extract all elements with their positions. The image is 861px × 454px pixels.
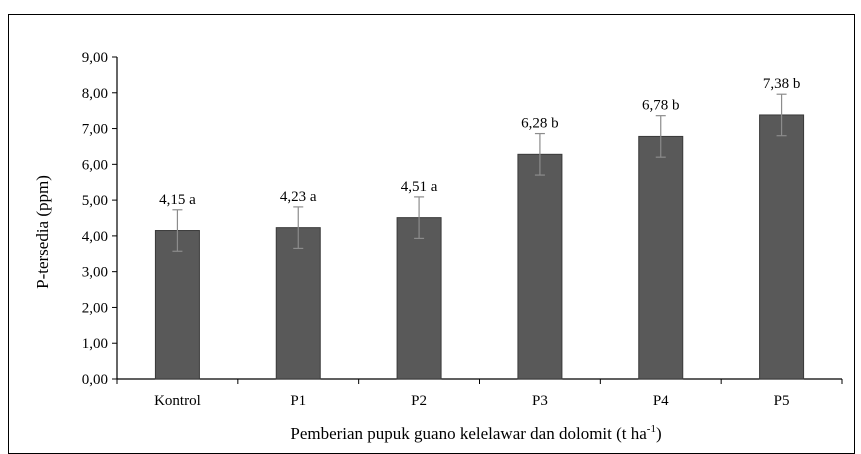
y-tick-label: 6,00 xyxy=(82,157,108,173)
y-tick-label: 8,00 xyxy=(82,86,108,102)
x-axis: Kontrol P1 P2 P3 P4 P5 xyxy=(116,378,843,409)
bars: 4,15 a 4,23 a 4,51 a 6,28 b 6,78 b 7,38 b xyxy=(154,76,805,380)
y-tick-label: 9,00 xyxy=(82,50,108,66)
data-label: 7,38 b xyxy=(763,76,801,92)
data-label: 4,23 a xyxy=(280,189,317,205)
x-tick-label: P2 xyxy=(411,393,427,409)
x-tick-label: P4 xyxy=(653,393,669,409)
y-tick-label: 2,00 xyxy=(82,300,108,316)
x-tick-label: P5 xyxy=(774,393,790,409)
bar-chart: 0,00 1,00 2,00 3,00 4,00 5,00 6,00 7,00 8,00 9,00… xyxy=(33,50,843,443)
bar-p4 xyxy=(638,135,684,380)
bar-p3 xyxy=(517,153,563,380)
y-axis: 0,00 1,00 2,00 3,00 4,00 5,00 6,00 7,00 8,00 9,00 xyxy=(82,50,118,388)
x-tick-label: P3 xyxy=(532,393,548,409)
bar-kontrol xyxy=(154,230,200,380)
x-axis-title: Pemberian pupuk guano kelelawar dan dolo… xyxy=(290,423,661,443)
x-tick-label: P1 xyxy=(290,393,306,409)
data-label: 4,51 a xyxy=(401,179,438,195)
y-tick-label: 4,00 xyxy=(82,229,108,245)
data-label: 4,15 a xyxy=(159,192,196,208)
data-label: 6,28 b xyxy=(521,116,559,132)
data-label: 6,78 b xyxy=(642,98,680,114)
y-axis-title: P-tersedia (ppm) xyxy=(33,175,52,289)
y-tick-label: 3,00 xyxy=(82,265,108,281)
y-tick-label: 7,00 xyxy=(82,122,108,138)
y-tick-label: 5,00 xyxy=(82,193,108,209)
bar-p1 xyxy=(275,227,321,380)
y-tick-label: 1,00 xyxy=(82,336,108,352)
bar-p2 xyxy=(396,217,442,380)
x-tick-label: Kontrol xyxy=(154,393,201,409)
y-tick-label: 0,00 xyxy=(82,372,108,388)
bar-p5 xyxy=(759,114,805,380)
